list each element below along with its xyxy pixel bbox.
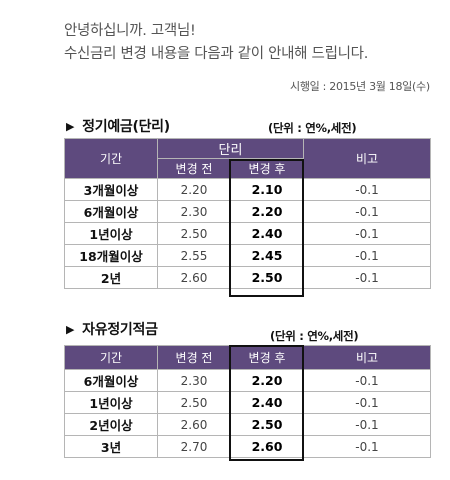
table-row: 1년이상 2.50 2.40 -0.1: [64, 222, 432, 245]
before-rate-cell: 2.20: [157, 178, 231, 201]
section2-title: ▶ 자유정기적금: [66, 319, 158, 339]
after-rate-cell: 2.20: [229, 200, 305, 223]
before-rate-cell: 2.50: [157, 222, 231, 245]
note-cell: -0.1: [303, 266, 432, 289]
effective-date: 시행일 : 2015년 3월 18일(수): [290, 80, 430, 93]
period-cell: 6개월이상: [64, 369, 158, 392]
header-simple-interest: 단리: [156, 138, 305, 159]
greeting-line-1: 안녕하십니까. 고객님!: [64, 23, 196, 39]
before-rate-cell: 2.55: [157, 244, 231, 267]
before-rate-cell: 2.60: [157, 413, 231, 436]
header-period: 기간: [64, 345, 158, 370]
header-before: 변경 전: [157, 345, 231, 370]
section1-unit: (단위 : 연%,세전): [268, 121, 357, 135]
note-cell: -0.1: [303, 222, 432, 245]
header-after: 변경 후: [229, 158, 305, 179]
period-cell: 18개월이상: [64, 244, 158, 267]
before-rate-cell: 2.70: [157, 435, 231, 458]
section2-unit: (단위 : 연%,세전): [270, 329, 359, 343]
table-row: 18개월이상 2.55 2.45 -0.1: [64, 244, 432, 267]
period-cell: 1년이상: [64, 222, 158, 245]
note-cell: -0.1: [303, 244, 432, 267]
header-note: 비고: [303, 138, 432, 179]
period-cell: 2년: [64, 266, 158, 289]
before-rate-cell: 2.50: [157, 391, 231, 414]
period-cell: 1년이상: [64, 391, 158, 414]
after-rate-cell: 2.40: [230, 391, 304, 414]
after-rate-cell: 2.60: [230, 435, 304, 458]
header-note: 비고: [303, 345, 431, 370]
before-rate-cell: 2.30: [157, 369, 231, 392]
note-cell: -0.1: [303, 391, 431, 414]
after-rate-cell: 2.50: [230, 413, 304, 436]
period-cell: 3개월이상: [64, 178, 158, 201]
note-cell: -0.1: [303, 369, 431, 392]
installment-rate-table: 기간 변경 전 변경 후 비고 6개월이상 2.30 2.20 -0.1 1년이…: [64, 345, 431, 458]
header-period: 기간: [64, 138, 158, 179]
table-row: 3년 2.70 2.60 -0.1: [64, 435, 431, 458]
table-row: 2년이상 2.60 2.50 -0.1: [64, 413, 431, 436]
note-cell: -0.1: [303, 178, 432, 201]
section1-title: ▶ 정기예금(단리): [66, 116, 170, 136]
period-cell: 2년이상: [64, 413, 158, 436]
table-row: 3개월이상 2.20 2.10 -0.1: [64, 178, 432, 201]
period-cell: 6개월이상: [64, 200, 158, 223]
deposit-rate-table: 기간 단리 비고 변경 전 변경 후 3개월이상 2.20 2.10 -0.1 …: [64, 138, 432, 289]
header-before: 변경 전: [157, 158, 231, 179]
note-cell: -0.1: [303, 413, 431, 436]
section2-title-text: 자유정기적금: [82, 322, 158, 338]
triangle-right-icon: ▶: [66, 120, 75, 133]
table-row: 6개월이상 2.30 2.20 -0.1: [64, 200, 432, 223]
greeting-line-2: 수신금리 변경 내용을 다음과 같이 안내해 드립니다.: [64, 46, 369, 62]
note-cell: -0.1: [303, 200, 432, 223]
section1-title-text: 정기예금(단리): [82, 119, 170, 135]
header-after: 변경 후: [230, 345, 304, 370]
after-rate-cell: 2.10: [229, 178, 305, 201]
table-row: 1년이상 2.50 2.40 -0.1: [64, 391, 431, 414]
after-rate-cell: 2.45: [229, 244, 305, 267]
note-cell: -0.1: [303, 435, 431, 458]
table-row: 2년 2.60 2.50 -0.1: [64, 266, 432, 289]
period-cell: 3년: [64, 435, 158, 458]
before-rate-cell: 2.30: [157, 200, 231, 223]
before-rate-cell: 2.60: [157, 266, 231, 289]
table-row: 6개월이상 2.30 2.20 -0.1: [64, 369, 431, 392]
after-rate-cell: 2.20: [230, 369, 304, 392]
triangle-right-icon: ▶: [66, 323, 75, 336]
after-rate-cell: 2.40: [229, 222, 305, 245]
after-rate-cell: 2.50: [229, 266, 305, 289]
